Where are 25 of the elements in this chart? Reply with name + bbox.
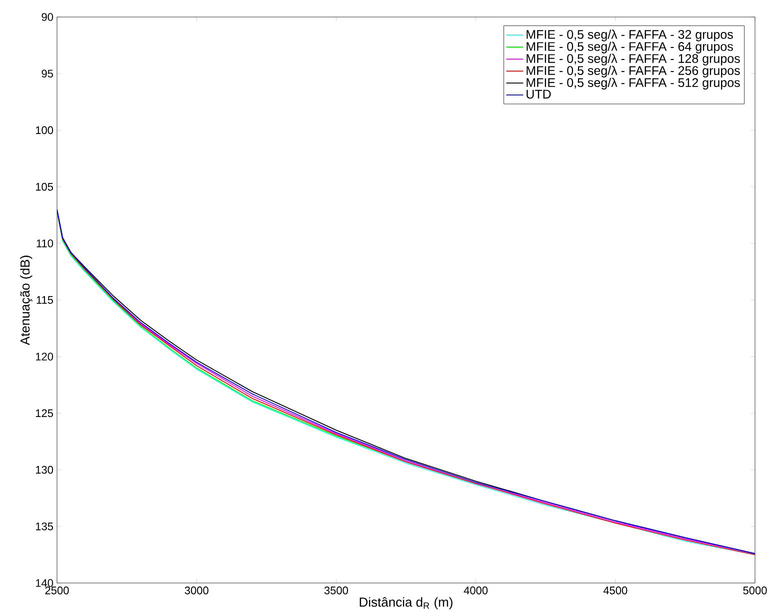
legend-label: MFIE - 0,5 seg/λ - FAFFA - 256 grupos — [526, 66, 740, 78]
y-tick-label: 120 — [36, 352, 54, 361]
x-tick-label: 3000 — [184, 586, 208, 594]
y-axis-title: Atenuação (dB) — [20, 256, 32, 346]
x-tick-label: 4000 — [464, 586, 488, 594]
y-tick-label: 90 — [42, 13, 54, 21]
x-axis-title: Distância d$_{R}$ (m) — [360, 597, 452, 610]
y-tick-label: 105 — [36, 182, 54, 191]
y-tick-label: 115 — [36, 296, 54, 304]
y-tick-label: 130 — [36, 466, 54, 474]
y-tick-label: 125 — [36, 409, 54, 418]
legend-label: MFIE - 0,5 seg/λ - FAFFA - 512 grupos — [526, 78, 740, 90]
x-tick-label: 3500 — [324, 586, 348, 594]
legend-label: MFIE - 0,5 seg/λ - FAFFA - 64 grupos — [526, 42, 733, 54]
legend-label: MFIE - 0,5 seg/λ - FAFFA - 32 grupos — [526, 30, 733, 42]
y-tick-label: 95 — [42, 70, 54, 78]
y-tick-label: 110 — [36, 240, 54, 248]
x-tick-label: 5000 — [743, 586, 767, 594]
legend-label: UTD — [526, 90, 551, 99]
y-tick-label: 135 — [36, 522, 54, 530]
legend-label: MFIE - 0,5 seg/λ - FAFFA - 128 grupos — [526, 54, 740, 66]
y-tick-label: 100 — [36, 126, 54, 134]
x-tick-label: 4500 — [603, 586, 628, 594]
x-tick-label: 2500 — [45, 586, 69, 594]
y-tick-label: 140 — [36, 579, 54, 587]
